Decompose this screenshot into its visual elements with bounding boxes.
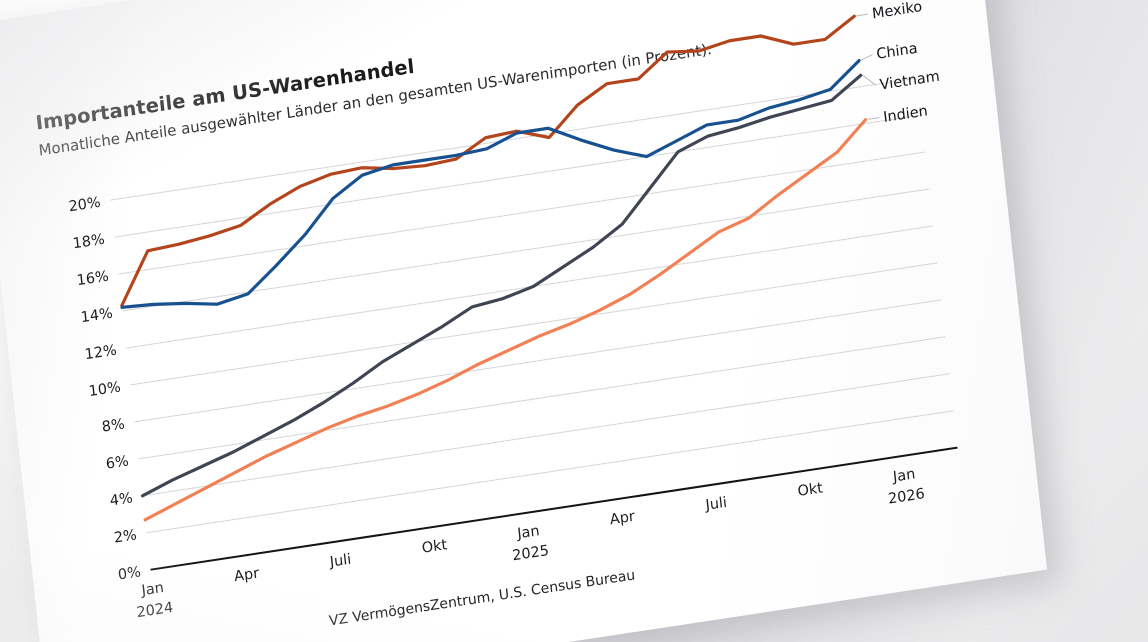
series-label-leader bbox=[856, 13, 869, 17]
x-tick-label: 2026 bbox=[887, 486, 925, 507]
chart-card: Importanteile am US-Warenhandel Monatlic… bbox=[0, 0, 1062, 642]
series-label-china: China bbox=[876, 41, 919, 63]
x-tick-label: 2025 bbox=[512, 543, 550, 564]
card-surface: Importanteile am US-Warenhandel Monatlic… bbox=[0, 0, 1048, 642]
x-tick-label: Jan bbox=[891, 466, 916, 485]
x-axis-line bbox=[150, 446, 958, 571]
y-tick-label: 10% bbox=[88, 379, 122, 400]
x-tick-label: Apr bbox=[609, 509, 636, 529]
series-label-indien: Indien bbox=[883, 103, 929, 126]
grid-lines bbox=[110, 77, 954, 534]
y-tick-label: 0% bbox=[117, 564, 141, 583]
y-tick-label: 12% bbox=[84, 342, 118, 363]
y-tick-label: 4% bbox=[109, 490, 133, 509]
grid-line bbox=[130, 262, 938, 386]
series-label-leader bbox=[867, 117, 880, 120]
y-tick-label: 18% bbox=[72, 232, 106, 253]
x-tick-label: Juli bbox=[704, 495, 728, 514]
x-tick-label: Apr bbox=[233, 566, 260, 586]
grid-line bbox=[118, 151, 926, 275]
y-tick-label: 20% bbox=[68, 195, 102, 216]
series-label-mexiko: Mexiko bbox=[871, 0, 923, 23]
y-tick-label: 2% bbox=[113, 527, 137, 546]
axis-lines bbox=[150, 446, 958, 571]
series-line-mexiko bbox=[120, 14, 856, 308]
grid-line bbox=[138, 336, 946, 460]
x-tick-label: Jan bbox=[516, 523, 541, 542]
series-label-vietnam: Vietnam bbox=[879, 69, 940, 94]
grid-line bbox=[134, 299, 942, 423]
y-tick-label: 8% bbox=[101, 416, 125, 435]
x-tick-label: Jan bbox=[140, 580, 165, 599]
x-tick-label: Juli bbox=[328, 552, 352, 571]
y-axis-tick-labels: 0% 2% 4% 6% 8% 10% 12% 14% 16% 18% 20% bbox=[68, 195, 142, 584]
series-label-leader bbox=[860, 54, 873, 61]
grid-line bbox=[146, 410, 954, 534]
y-tick-label: 14% bbox=[80, 306, 114, 327]
y-tick-label: 6% bbox=[105, 453, 129, 472]
y-tick-label: 16% bbox=[76, 269, 110, 290]
x-tick-label: Okt bbox=[797, 480, 824, 500]
grid-line bbox=[122, 188, 930, 312]
series-end-labels: Mexiko China Vietnam Indien bbox=[856, 0, 940, 126]
series-line-indien bbox=[143, 118, 868, 522]
x-tick-label: 2024 bbox=[136, 600, 174, 621]
series-line-vietnam bbox=[140, 73, 863, 498]
x-tick-label: Okt bbox=[421, 537, 448, 557]
